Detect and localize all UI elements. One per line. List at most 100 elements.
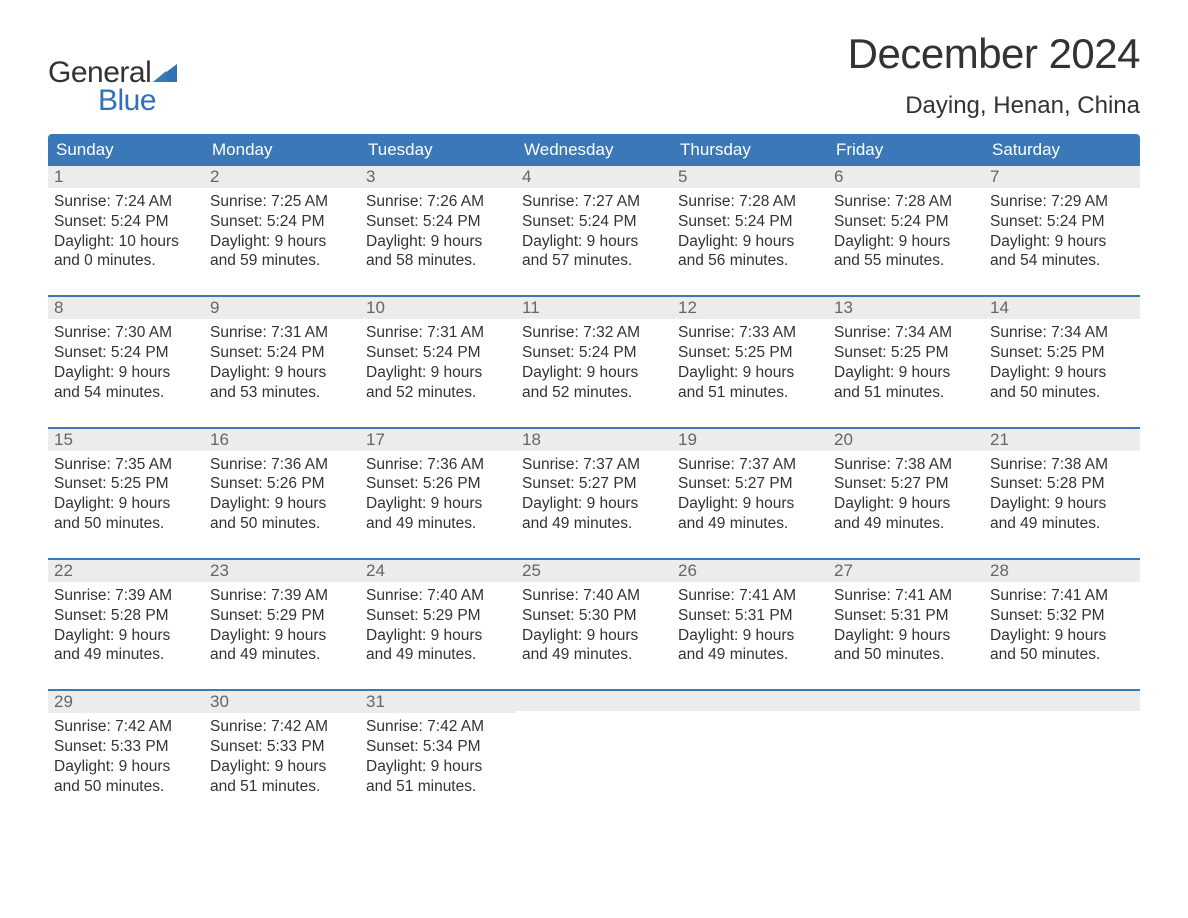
daylight-line: Daylight: 9 hours and 51 minutes. (678, 363, 822, 403)
sunrise-line: Sunrise: 7:26 AM (366, 192, 510, 212)
sunset-line: Sunset: 5:28 PM (54, 606, 198, 626)
day-number: 20 (834, 430, 853, 449)
day-number-row: 26 (672, 560, 828, 582)
day-body: Sunrise: 7:39 AMSunset: 5:28 PMDaylight:… (54, 582, 198, 665)
day-number: 1 (54, 167, 63, 186)
day-cell: 22Sunrise: 7:39 AMSunset: 5:28 PMDayligh… (48, 560, 204, 671)
sail-icon (153, 64, 177, 82)
daylight-line: Daylight: 9 hours and 50 minutes. (990, 626, 1134, 666)
sunset-line: Sunset: 5:24 PM (834, 212, 978, 232)
day-number: 2 (210, 167, 219, 186)
sunset-line: Sunset: 5:29 PM (210, 606, 354, 626)
day-number: 7 (990, 167, 999, 186)
week-row: 8 Sunrise: 7:30 AMSunset: 5:24 PMDaylight… (48, 295, 1140, 408)
daylight-line: Daylight: 9 hours and 50 minutes. (990, 363, 1134, 403)
sunset-line: Sunset: 5:24 PM (522, 343, 666, 363)
week-row: 1 Sunrise: 7:24 AMSunset: 5:24 PMDaylight… (48, 166, 1140, 277)
day-number-row: 3 (360, 166, 516, 188)
day-body: Sunrise: 7:41 AMSunset: 5:31 PMDaylight:… (834, 582, 978, 665)
day-number: 25 (522, 561, 541, 580)
sunset-line: Sunset: 5:27 PM (522, 474, 666, 494)
day-number-row (672, 691, 828, 711)
daylight-line: Daylight: 9 hours and 49 minutes. (678, 494, 822, 534)
day-number: 27 (834, 561, 853, 580)
sunrise-line: Sunrise: 7:34 AM (990, 323, 1134, 343)
sunrise-line: Sunrise: 7:31 AM (210, 323, 354, 343)
sunrise-line: Sunrise: 7:40 AM (366, 586, 510, 606)
day-cell: 28Sunrise: 7:41 AMSunset: 5:32 PMDayligh… (984, 560, 1140, 671)
day-cell: 25 Sunrise: 7:40 AMSunset: 5:30 PMDayligh… (516, 560, 672, 671)
daylight-line: Daylight: 9 hours and 55 minutes. (834, 232, 978, 272)
day-body: Sunrise: 7:24 AMSunset: 5:24 PMDaylight:… (54, 188, 198, 271)
sunrise-line: Sunrise: 7:37 AM (522, 455, 666, 475)
day-number-row: 21 (984, 429, 1140, 451)
day-number: 8 (54, 298, 63, 317)
day-cell: 3Sunrise: 7:26 AMSunset: 5:24 PMDaylight… (360, 166, 516, 277)
sunset-line: Sunset: 5:24 PM (210, 343, 354, 363)
sunrise-line: Sunrise: 7:32 AM (522, 323, 666, 343)
calendar: SundayMondayTuesdayWednesdayThursdayFrid… (48, 134, 1140, 803)
day-number: 5 (678, 167, 687, 186)
daylight-line: Daylight: 10 hours and 0 minutes. (54, 232, 198, 272)
day-body: Sunrise: 7:40 AMSunset: 5:30 PMDaylight:… (522, 582, 666, 665)
title-block: December 2024 Daying, Henan, China (848, 30, 1140, 120)
sunrise-line: Sunrise: 7:31 AM (366, 323, 510, 343)
sunset-line: Sunset: 5:24 PM (210, 212, 354, 232)
weekday-cell: Saturday (984, 134, 1140, 166)
sunrise-line: Sunrise: 7:39 AM (54, 586, 198, 606)
day-cell: 11Sunrise: 7:32 AMSunset: 5:24 PMDayligh… (516, 297, 672, 408)
day-cell: 18Sunrise: 7:37 AMSunset: 5:27 PMDayligh… (516, 429, 672, 540)
day-number: 17 (366, 430, 385, 449)
day-number-row: 13 (828, 297, 984, 319)
day-cell: 10Sunrise: 7:31 AMSunset: 5:24 PMDayligh… (360, 297, 516, 408)
weekday-cell: Friday (828, 134, 984, 166)
day-body: Sunrise: 7:41 AMSunset: 5:31 PMDaylight:… (678, 582, 822, 665)
day-number-row: 27 (828, 560, 984, 582)
day-number-row: 15 (48, 429, 204, 451)
day-number: 26 (678, 561, 697, 580)
day-number: 19 (678, 430, 697, 449)
weekday-cell: Monday (204, 134, 360, 166)
day-body: Sunrise: 7:36 AMSunset: 5:26 PMDaylight:… (366, 451, 510, 534)
day-body: Sunrise: 7:41 AMSunset: 5:32 PMDaylight:… (990, 582, 1134, 665)
sunset-line: Sunset: 5:30 PM (522, 606, 666, 626)
weeks-container: 1 Sunrise: 7:24 AMSunset: 5:24 PMDaylight… (48, 166, 1140, 803)
sunset-line: Sunset: 5:26 PM (366, 474, 510, 494)
empty-day-cell (516, 691, 672, 802)
day-body: Sunrise: 7:30 AMSunset: 5:24 PMDaylight:… (54, 319, 198, 402)
daylight-line: Daylight: 9 hours and 54 minutes. (990, 232, 1134, 272)
day-number: 4 (522, 167, 531, 186)
day-cell: 19 Sunrise: 7:37 AMSunset: 5:27 PMDayligh… (672, 429, 828, 540)
day-cell: 26 Sunrise: 7:41 AMSunset: 5:31 PMDayligh… (672, 560, 828, 671)
daylight-line: Daylight: 9 hours and 52 minutes. (366, 363, 510, 403)
day-body: Sunrise: 7:37 AMSunset: 5:27 PMDaylight:… (678, 451, 822, 534)
day-body: Sunrise: 7:34 AMSunset: 5:25 PMDaylight:… (990, 319, 1134, 402)
day-body: Sunrise: 7:40 AMSunset: 5:29 PMDaylight:… (366, 582, 510, 665)
sunset-line: Sunset: 5:26 PM (210, 474, 354, 494)
day-body: Sunrise: 7:38 AMSunset: 5:28 PMDaylight:… (990, 451, 1134, 534)
day-cell: 21Sunrise: 7:38 AMSunset: 5:28 PMDayligh… (984, 429, 1140, 540)
day-cell: 4Sunrise: 7:27 AMSunset: 5:24 PMDaylight… (516, 166, 672, 277)
daylight-line: Daylight: 9 hours and 49 minutes. (678, 626, 822, 666)
day-cell: 20 Sunrise: 7:38 AMSunset: 5:27 PMDayligh… (828, 429, 984, 540)
daylight-line: Daylight: 9 hours and 52 minutes. (522, 363, 666, 403)
month-title: December 2024 (848, 30, 1140, 78)
day-cell: 24Sunrise: 7:40 AMSunset: 5:29 PMDayligh… (360, 560, 516, 671)
sunrise-line: Sunrise: 7:39 AM (210, 586, 354, 606)
sunset-line: Sunset: 5:27 PM (834, 474, 978, 494)
day-body: Sunrise: 7:25 AMSunset: 5:24 PMDaylight:… (210, 188, 354, 271)
day-body: Sunrise: 7:32 AMSunset: 5:24 PMDaylight:… (522, 319, 666, 402)
day-cell: 12Sunrise: 7:33 AMSunset: 5:25 PMDayligh… (672, 297, 828, 408)
day-cell: 8 Sunrise: 7:30 AMSunset: 5:24 PMDaylight… (48, 297, 204, 408)
weekday-cell: Tuesday (360, 134, 516, 166)
day-number-row: 8 (48, 297, 204, 319)
day-cell: 15Sunrise: 7:35 AMSunset: 5:25 PMDayligh… (48, 429, 204, 540)
day-cell: 2 Sunrise: 7:25 AMSunset: 5:24 PMDaylight… (204, 166, 360, 277)
day-body: Sunrise: 7:31 AMSunset: 5:24 PMDaylight:… (366, 319, 510, 402)
sunset-line: Sunset: 5:31 PM (678, 606, 822, 626)
daylight-line: Daylight: 9 hours and 49 minutes. (522, 626, 666, 666)
empty-day-cell (828, 691, 984, 802)
day-body: Sunrise: 7:38 AMSunset: 5:27 PMDaylight:… (834, 451, 978, 534)
day-body: Sunrise: 7:34 AMSunset: 5:25 PMDaylight:… (834, 319, 978, 402)
day-number-row: 6 (828, 166, 984, 188)
